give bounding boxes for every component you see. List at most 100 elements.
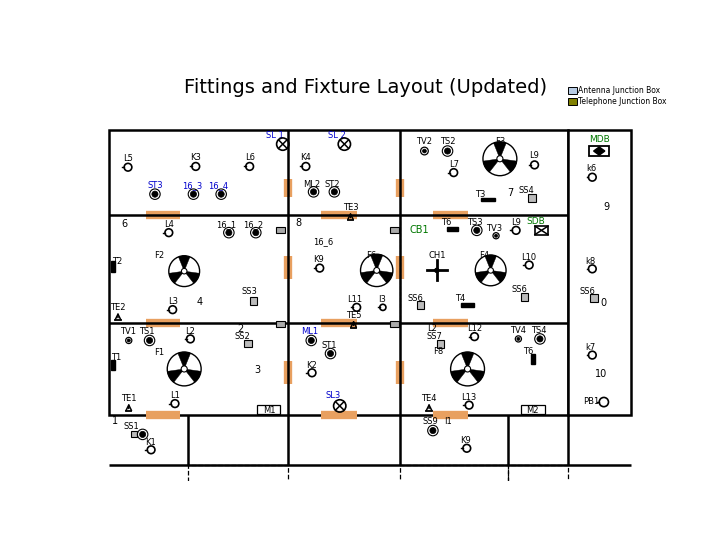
Bar [400,465,508,517]
Wedge shape [361,271,377,283]
Bar [589,146,609,157]
Wedge shape [168,369,184,382]
Circle shape [310,189,317,195]
Text: L4: L4 [164,220,174,229]
Circle shape [171,400,179,408]
Polygon shape [593,147,605,155]
Text: L3: L3 [168,298,178,307]
Circle shape [181,268,187,274]
Circle shape [146,338,153,343]
Text: 16_2: 16_2 [243,220,264,229]
Text: F1: F1 [155,348,165,357]
Text: k7: k7 [585,343,596,352]
Text: L9: L9 [511,218,521,227]
Text: L7: L7 [449,160,459,170]
Text: TE1: TE1 [121,394,137,403]
Circle shape [226,230,232,236]
Text: F2: F2 [155,251,165,260]
Text: SS6: SS6 [408,294,423,302]
Text: MDB: MDB [589,135,610,144]
Bar [417,301,425,309]
Circle shape [512,226,520,234]
Text: SS3: SS3 [242,287,258,296]
Text: SS6: SS6 [580,287,595,296]
Text: TE5: TE5 [346,310,361,320]
Text: T4: T4 [455,294,465,302]
Circle shape [474,227,480,233]
Circle shape [588,265,596,273]
Bar [528,194,536,202]
Bar [567,87,577,94]
Text: T6: T6 [523,347,534,356]
Text: K9: K9 [314,255,324,264]
Text: L10: L10 [521,253,536,262]
Bar [276,227,285,233]
Text: F6: F6 [366,251,377,260]
Bar [390,227,399,233]
Bar [531,354,535,364]
Bar [244,340,252,347]
Wedge shape [377,271,392,283]
Text: L9: L9 [530,151,539,160]
Text: T1: T1 [112,353,122,362]
Circle shape [444,148,451,154]
Bar [567,130,631,415]
Text: SL 1: SL 1 [266,131,284,140]
Text: TV2: TV2 [416,137,433,146]
Text: 16_4: 16_4 [208,181,228,190]
Text: Fittings and Fixture Layout (Updated): Fittings and Fixture Layout (Updated) [184,78,546,97]
Circle shape [308,338,315,343]
Circle shape [423,149,426,153]
Text: L2: L2 [427,323,437,333]
Text: TE3: TE3 [343,202,359,212]
Bar [390,321,399,327]
Text: TV1: TV1 [120,327,136,336]
Text: L12: L12 [467,325,482,333]
Bar [131,431,138,437]
Wedge shape [485,255,496,271]
Circle shape [192,163,199,170]
Circle shape [148,446,155,454]
Text: 9: 9 [603,202,609,212]
Circle shape [435,268,438,272]
Circle shape [465,401,473,409]
Text: 0: 0 [600,299,606,308]
Text: TV3: TV3 [487,224,503,233]
Circle shape [302,163,310,170]
Text: SS1: SS1 [124,422,140,431]
Bar [590,294,598,302]
Circle shape [464,366,471,372]
Text: Antenna Junction Box: Antenna Junction Box [578,86,660,96]
Bar [461,303,474,307]
Bar [508,465,567,517]
Text: K2: K2 [306,361,317,369]
Text: ST2: ST2 [324,180,340,188]
Circle shape [374,267,379,273]
Bar [112,360,115,370]
Text: CH1: CH1 [428,251,446,260]
Circle shape [430,428,436,434]
Text: ST3: ST3 [147,181,163,190]
Wedge shape [467,369,485,382]
Text: 16_6: 16_6 [312,238,333,246]
Text: L13: L13 [462,393,477,402]
Text: 7: 7 [507,187,513,198]
Text: K4: K4 [300,153,311,161]
Circle shape [168,306,176,314]
Text: SS2: SS2 [235,332,251,341]
Wedge shape [169,271,184,284]
Circle shape [140,431,145,437]
Text: L5: L5 [123,154,133,163]
Text: 4: 4 [197,297,202,307]
Text: 3: 3 [254,366,261,375]
Wedge shape [184,369,201,382]
Text: T2: T2 [112,256,122,266]
Text: K9: K9 [460,436,471,445]
Bar [535,226,548,234]
Bar [109,130,567,415]
Text: SL3: SL3 [325,392,341,400]
Circle shape [328,350,333,356]
Circle shape [450,168,457,177]
Text: K3: K3 [190,153,201,161]
Wedge shape [483,159,500,172]
